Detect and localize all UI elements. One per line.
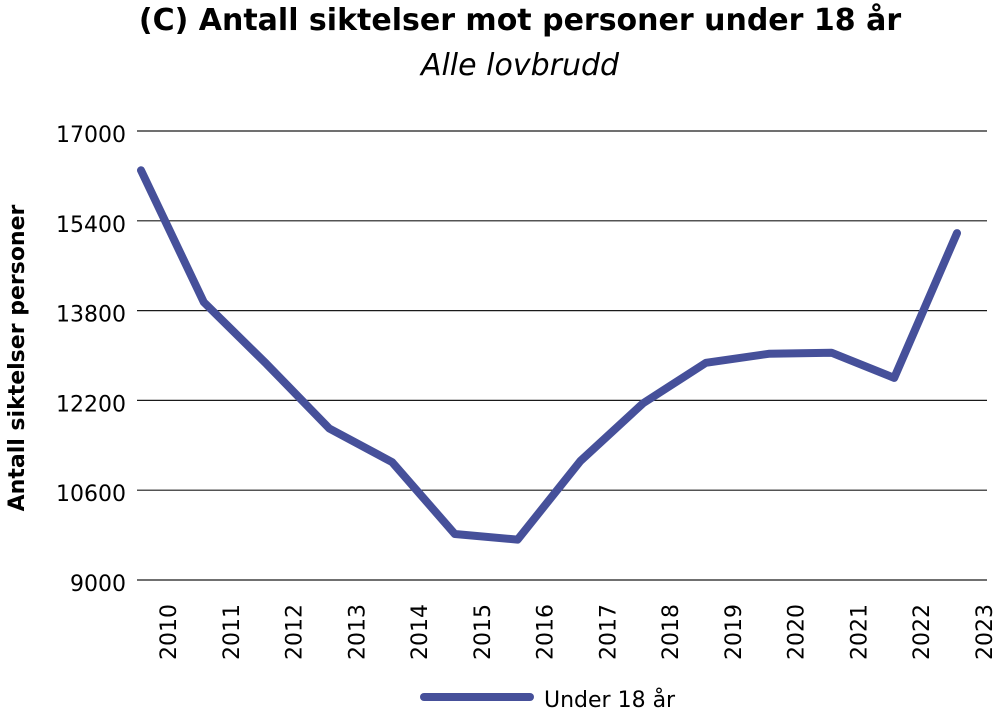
y-axis-label: Antall siktelser personer: [5, 204, 30, 511]
x-tick-label: 2022: [910, 604, 935, 660]
series-line: [137, 166, 961, 544]
x-tick-label: 2017: [596, 604, 621, 660]
gridlines: [137, 130, 987, 581]
x-tick-labels: 2010 2011 2012 2013 2014 2015 2016 2017 2018 2019…: [157, 604, 997, 660]
y-tick-label: 17000: [56, 123, 126, 148]
x-tick-label: 2018: [659, 604, 684, 660]
y-tick-label: 12200: [56, 392, 126, 417]
series-group: [137, 166, 961, 544]
y-tick-label: 13800: [56, 303, 126, 328]
x-tick-label: 2023: [973, 604, 997, 660]
x-tick-label: 2012: [283, 604, 308, 660]
y-tick-label: 15400: [56, 213, 126, 238]
x-tick-label: 2013: [345, 604, 370, 660]
legend-label: Under 18 år: [544, 687, 676, 713]
x-tick-label: 2014: [408, 604, 433, 660]
legend: Under 18 år: [420, 687, 676, 713]
x-tick-label: 2011: [220, 604, 245, 660]
chart-subtitle: Alle lovbrudd: [419, 48, 620, 83]
x-tick-label: 2019: [722, 604, 747, 660]
x-tick-label: 2021: [847, 604, 872, 660]
x-tick-label: 2010: [157, 604, 182, 660]
y-tick-label: 9000: [70, 572, 126, 597]
y-tick-label: 10600: [56, 482, 126, 507]
chart-title: (C) Antall siktelser mot personer under …: [139, 2, 901, 38]
x-tick-label: 2020: [785, 604, 810, 660]
x-tick-label: 2015: [471, 604, 496, 660]
x-tick-label: 2016: [534, 604, 559, 660]
y-tick-labels: 17000 15400 13800 12200 10600 9000: [56, 123, 126, 597]
